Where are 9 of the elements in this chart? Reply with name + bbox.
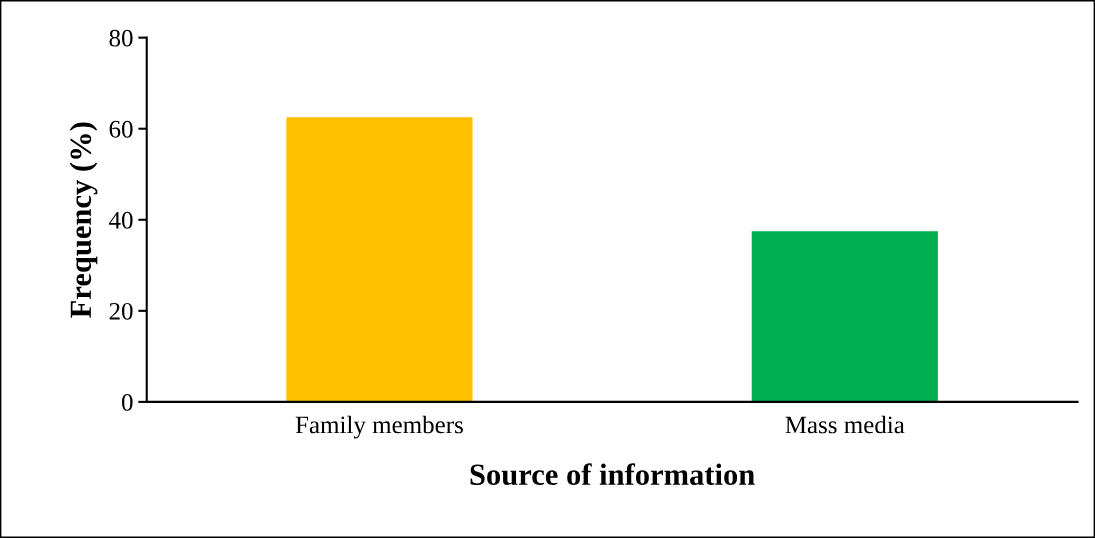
x-axis-title: Source of information (470, 463, 755, 486)
y-tick-label: 80 (109, 29, 133, 47)
y-tick-label: 60 (109, 120, 133, 138)
y-tick-label: 0 (121, 393, 133, 411)
y-tick-label: 20 (109, 302, 133, 320)
x-tick-label: Mass media (785, 415, 905, 434)
y-axis-title: Frequency (%) (69, 122, 98, 318)
x-tick-label: Family members (295, 415, 463, 439)
y-tick-label: 40 (109, 211, 133, 229)
